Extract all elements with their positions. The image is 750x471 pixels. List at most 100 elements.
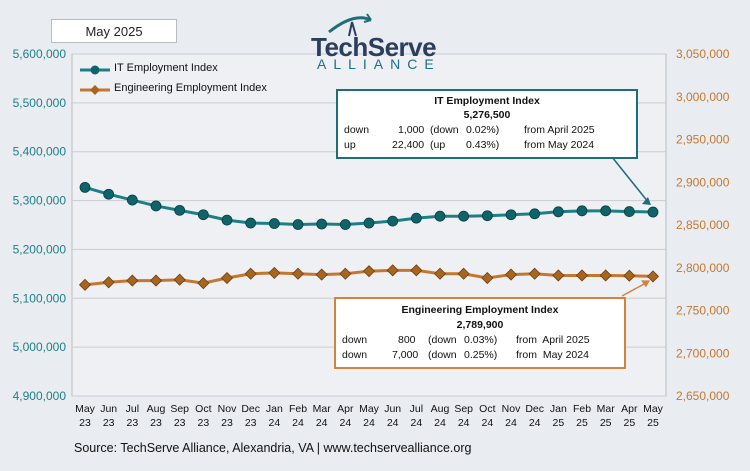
eng-callout-arrow	[621, 281, 648, 297]
x-tick-label-year: 25	[647, 417, 659, 429]
legend-eng-marker	[90, 85, 100, 95]
eng-data-point	[315, 268, 328, 281]
eng-row2-ref: from May 2024	[516, 349, 589, 361]
x-tick-label-year: 24	[387, 417, 399, 429]
y-right-tick-label: 2,650,000	[676, 389, 730, 403]
eng-data-point	[149, 274, 163, 287]
y-left-tick-label: 5,400,000	[13, 145, 67, 159]
x-tick-label-month: Oct	[195, 403, 211, 415]
x-tick-label-year: 24	[292, 417, 304, 429]
y-right-tick-label: 2,900,000	[676, 175, 730, 189]
x-tick-label-year: 24	[363, 417, 375, 429]
y-left-tick-label: 5,600,000	[13, 47, 67, 61]
it-callout-value: 5,276,500	[463, 109, 511, 121]
x-tick-label-year: 25	[552, 417, 564, 429]
x-tick-label-year: 24	[529, 417, 541, 429]
eng-data-point	[552, 269, 565, 282]
x-tick-label-year: 23	[221, 417, 233, 429]
it-row1-pct: 0.02%)	[466, 124, 500, 136]
eng-data-point	[433, 267, 447, 280]
it-data-point	[268, 218, 280, 229]
y-right-tick-label: 2,850,000	[676, 218, 730, 232]
it-data-point	[623, 206, 635, 217]
it-data-point	[387, 215, 399, 227]
eng-callout-title: Engineering Employment Index	[401, 304, 559, 316]
it-data-point	[529, 208, 541, 220]
eng-data-point	[244, 267, 257, 280]
x-tick-label-month: Dec	[241, 403, 260, 415]
eng-data-point	[220, 271, 234, 285]
x-tick-label-year: 23	[150, 417, 162, 429]
eng-data-point	[457, 267, 470, 280]
x-tick-label-year: 23	[79, 417, 91, 429]
eng-row1-pctdir: (down	[428, 334, 457, 346]
eng-row1-ref: from April 2025	[516, 334, 590, 346]
eng-data-point	[528, 267, 541, 280]
y-right-tick-label: 2,750,000	[676, 304, 730, 318]
y-left-tick-label: 4,900,000	[13, 389, 67, 403]
it-data-point	[316, 218, 328, 230]
x-tick-label-year: 23	[174, 417, 186, 429]
x-tick-label-year: 25	[623, 417, 635, 429]
x-tick-label-month: Apr	[337, 403, 354, 415]
eng-data-point	[599, 269, 612, 282]
it-row1-amount: 1,000	[398, 124, 425, 136]
y-left-tick-label: 5,300,000	[13, 194, 67, 208]
x-tick-label-year: 23	[126, 417, 138, 429]
y-left-tick-label: 5,100,000	[13, 291, 67, 305]
it-callout-arrowhead	[642, 197, 651, 206]
it-data-point	[103, 188, 115, 200]
x-tick-label-year: 23	[245, 417, 257, 429]
x-tick-label-year: 24	[505, 417, 517, 429]
eng-callout: Engineering Employment Index 2,789,900 d…	[334, 297, 626, 369]
it-row1-pctdir: (down	[430, 124, 459, 136]
eng-row1-amount: 800	[398, 334, 416, 346]
x-tick-label-year: 24	[268, 417, 280, 429]
x-tick-label-month: Jan	[266, 403, 283, 415]
x-tick-label-year: 23	[103, 417, 115, 429]
y-left-tick-label: 5,500,000	[13, 96, 67, 110]
it-data-point	[197, 209, 209, 221]
it-row2-amount: 22,400	[392, 139, 425, 151]
x-tick-label-year: 25	[576, 417, 588, 429]
eng-data-point	[197, 277, 210, 290]
x-tick-label-year: 25	[600, 417, 612, 429]
it-data-point	[363, 217, 375, 229]
eng-data-point	[102, 276, 115, 289]
eng-data-point	[410, 264, 423, 277]
it-data-point	[174, 204, 186, 216]
it-row2-pct: 0.43%)	[466, 139, 500, 151]
it-data-point	[505, 209, 517, 221]
x-tick-label-month: May	[75, 403, 96, 415]
x-tick-label-year: 24	[316, 417, 328, 429]
date-label: May 2025	[51, 19, 177, 43]
it-row1-ref: from April 2025	[524, 124, 595, 136]
eng-data-point	[173, 273, 186, 286]
legend-it-marker	[90, 65, 100, 75]
eng-callout-value: 2,789,900	[456, 319, 504, 331]
x-tick-label-month: Jun	[384, 403, 401, 415]
x-tick-label-month: Feb	[289, 403, 307, 415]
legend-eng-label: Engineering Employment Index	[114, 82, 267, 94]
x-tick-label-year: 24	[481, 417, 493, 429]
y-right-tick-label: 2,800,000	[676, 261, 730, 275]
it-data-point	[552, 206, 564, 218]
y-right-tick-label: 3,000,000	[676, 90, 730, 104]
techserve-logo: TechServe ALLIANCE	[309, 10, 469, 74]
logo-subtext: ALLIANCE	[317, 56, 441, 72]
eng-data-point	[481, 271, 494, 285]
eng-data-point	[623, 269, 636, 282]
eng-data-point	[646, 270, 660, 283]
it-data-point	[410, 212, 422, 224]
it-row1-dir: down	[344, 124, 370, 136]
logo-swoosh-icon	[328, 13, 372, 37]
x-tick-label-month: Dec	[525, 403, 544, 415]
x-tick-label-month: May	[643, 403, 664, 415]
it-data-point	[458, 210, 470, 222]
x-tick-label-month: Jul	[126, 403, 139, 415]
x-tick-label-month: Sep	[170, 403, 189, 415]
x-tick-label-month: Oct	[479, 403, 495, 415]
logo-text: TechServe	[311, 32, 437, 62]
it-row2-ref: from May 2024	[524, 139, 595, 151]
